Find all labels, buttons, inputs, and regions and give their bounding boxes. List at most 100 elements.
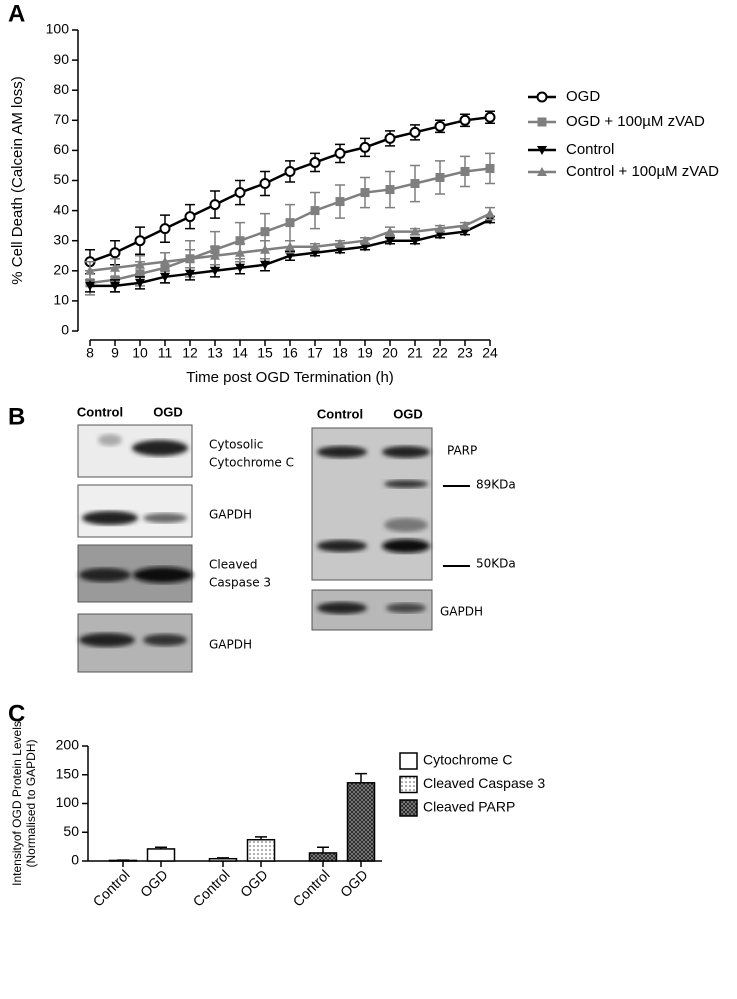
x-tick-label: 11 <box>158 345 173 361</box>
panel-label: A <box>8 0 25 27</box>
legend-label: Control + 100µM zVAD <box>566 163 719 180</box>
legend-marker <box>537 167 547 176</box>
point <box>109 247 121 259</box>
lane-label: Control <box>317 406 363 421</box>
legend-label: Cytochrome C <box>423 752 512 768</box>
error-bar <box>355 772 367 783</box>
legend-label: Cleaved Caspase 3 <box>423 775 545 791</box>
x-tick-label: Control <box>90 866 133 909</box>
point <box>435 223 445 233</box>
point <box>435 230 445 240</box>
legend-label: Cleaved PARP <box>423 799 515 815</box>
bar <box>108 859 138 862</box>
point <box>310 241 320 251</box>
point <box>409 126 421 138</box>
legend-marker <box>537 146 547 155</box>
x-tick-label: OGD <box>237 866 271 900</box>
blot-label: Cleaved <box>209 558 258 572</box>
bar <box>346 782 376 862</box>
point <box>260 260 270 270</box>
point <box>485 163 495 173</box>
y-axis-label: (Normalised to GAPDH) <box>24 739 38 867</box>
bar <box>146 848 176 862</box>
y-tick-label: 0 <box>61 322 69 338</box>
x-tick-label: 9 <box>111 345 119 361</box>
point <box>360 188 370 198</box>
point <box>135 259 145 269</box>
x-axis-label: Time post OGD Termination (h) <box>186 369 394 386</box>
point <box>384 132 396 144</box>
point <box>260 244 270 254</box>
point <box>160 272 170 282</box>
x-tick-label: 12 <box>182 345 198 361</box>
y-tick-label: 50 <box>63 823 79 839</box>
lane-label: OGD <box>153 404 183 419</box>
point <box>484 111 496 123</box>
point <box>360 235 370 245</box>
blot-label: 50KDa <box>476 557 516 571</box>
point <box>385 226 395 236</box>
point <box>260 227 270 237</box>
point <box>259 178 271 190</box>
point <box>360 242 370 252</box>
point <box>85 281 95 291</box>
y-tick-label: 40 <box>53 201 69 217</box>
x-tick-label: 8 <box>86 345 94 361</box>
y-tick-label: 10 <box>53 292 69 308</box>
point <box>110 262 120 272</box>
point <box>335 238 345 248</box>
point <box>335 245 345 255</box>
point <box>185 253 195 263</box>
point <box>385 185 395 195</box>
y-tick-label: 60 <box>53 141 69 157</box>
point <box>210 250 220 260</box>
x-tick-label: Control <box>290 866 333 909</box>
panel-label: B <box>8 403 25 430</box>
bar <box>246 838 276 862</box>
blot-label: GAPDH <box>209 638 252 652</box>
y-tick-label: 90 <box>53 51 69 67</box>
y-tick-label: 200 <box>56 737 80 753</box>
x-tick-label: 10 <box>132 345 148 361</box>
x-tick-label: OGD <box>137 866 171 900</box>
bar <box>208 857 238 862</box>
legend-label: OGD <box>566 88 600 105</box>
x-tick-label: 17 <box>307 345 323 361</box>
point <box>385 236 395 246</box>
point <box>285 218 295 228</box>
bar <box>308 852 338 862</box>
y-axis-label: Intensityof OGD Protein Levels <box>10 721 24 886</box>
point <box>209 199 221 211</box>
error-bar <box>317 846 329 853</box>
point <box>110 281 120 291</box>
panel-label: C <box>8 700 25 727</box>
point <box>184 211 196 223</box>
point <box>134 235 146 247</box>
blot-label: Cytochrome C <box>209 456 294 470</box>
y-tick-label: 20 <box>53 262 69 278</box>
lane-label: OGD <box>393 406 423 421</box>
point <box>160 256 170 266</box>
legend-label: OGD + 100µM zVAD <box>566 113 705 130</box>
point <box>410 179 420 189</box>
legend-marker <box>536 91 548 103</box>
blot-label: 89KDa <box>476 478 516 492</box>
y-tick-label: 80 <box>53 81 69 97</box>
x-tick-label: 20 <box>382 345 398 361</box>
point <box>334 147 346 159</box>
lane-label: Control <box>77 404 123 419</box>
x-tick-label: 18 <box>332 345 348 361</box>
x-tick-label: 14 <box>232 345 248 361</box>
blot-label: Cytosolic <box>209 438 263 452</box>
point <box>235 236 245 246</box>
x-tick-label: 21 <box>407 345 423 361</box>
x-tick-label: 23 <box>457 345 473 361</box>
point <box>285 241 295 251</box>
x-tick-label: Control <box>190 866 233 909</box>
y-tick-label: 0 <box>71 852 79 868</box>
point <box>285 251 295 261</box>
point <box>460 227 470 237</box>
y-tick-label: 100 <box>46 21 70 37</box>
legend-swatch <box>399 752 418 770</box>
